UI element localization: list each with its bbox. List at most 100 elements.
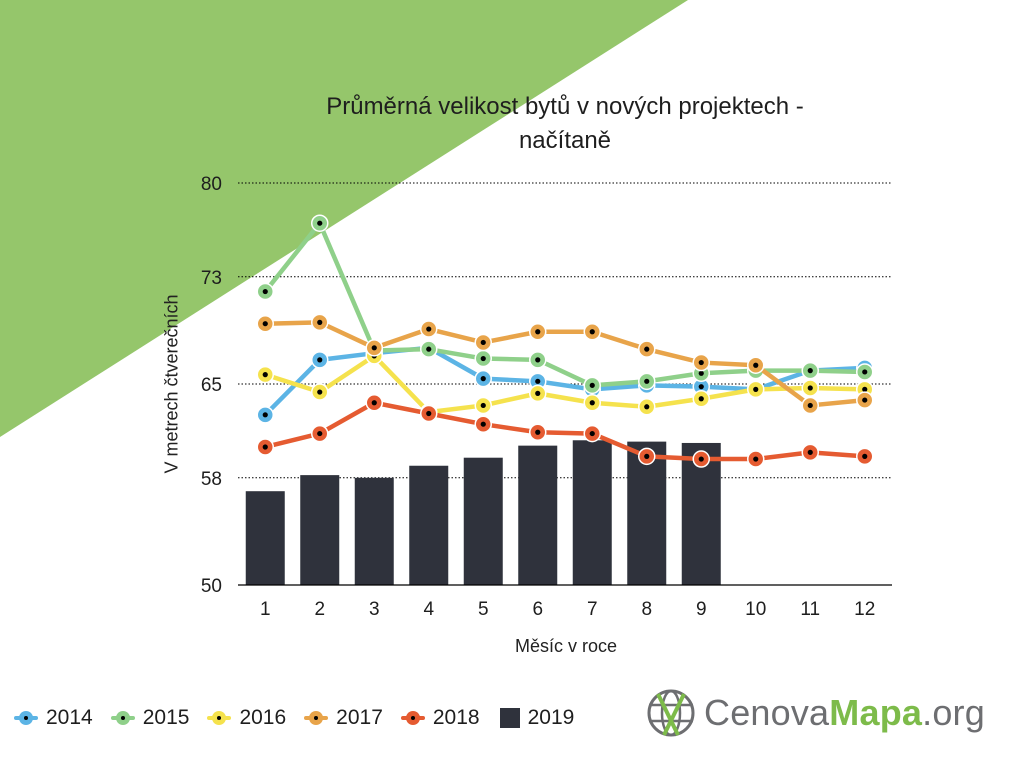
point-dot-2018-6 xyxy=(535,429,541,435)
point-dot-2014-1 xyxy=(262,412,268,418)
series-line-2014 xyxy=(263,345,867,418)
point-dot-2016-2 xyxy=(317,389,323,395)
series-line-2016 xyxy=(263,353,867,415)
point-dot-2016-11 xyxy=(807,385,813,391)
point-dot-2018-8 xyxy=(644,453,650,459)
point-dot-2016-9 xyxy=(698,396,704,402)
bar-2019-8 xyxy=(627,441,667,585)
series-line-2017 xyxy=(263,320,867,408)
legend-line-marker xyxy=(14,711,38,725)
point-dot-2017-12 xyxy=(862,397,868,403)
x-tick-label: 10 xyxy=(745,599,766,620)
point-dot-2016-8 xyxy=(644,404,650,410)
legend-label: 2017 xyxy=(336,706,383,729)
logo-text: CenovaMapa.org xyxy=(704,692,985,734)
legend-label: 2019 xyxy=(527,706,575,729)
point-dot-2016-1 xyxy=(262,372,268,378)
logo-text-org: .org xyxy=(922,692,985,733)
point-dot-2017-8 xyxy=(644,346,650,352)
logo-text-mapa: Mapa xyxy=(829,692,923,733)
point-dot-2017-10 xyxy=(753,362,759,368)
y-tick-label: 80 xyxy=(201,174,222,195)
point-dot-2015-6 xyxy=(535,357,541,363)
point-dot-2015-11 xyxy=(807,368,813,374)
point-dot-2017-5 xyxy=(480,339,486,346)
brand-logo: CenovaMapa.org xyxy=(644,686,985,740)
point-dot-2014-9 xyxy=(698,384,704,390)
point-dot-2015-5 xyxy=(480,355,486,362)
x-tick-label: 2 xyxy=(314,599,325,620)
point-dot-2017-1 xyxy=(262,321,268,327)
point-dot-2017-6 xyxy=(535,329,541,335)
point-dot-2017-7 xyxy=(589,329,595,335)
legend-line-marker xyxy=(400,711,425,725)
point-dot-2014-2 xyxy=(317,357,323,363)
x-tick-label: 9 xyxy=(696,599,707,620)
point-dot-2017-11 xyxy=(807,402,813,409)
x-axis-label: Měsíc v roce xyxy=(514,636,618,656)
point-dot-2015-2 xyxy=(317,220,323,226)
legend-line-marker xyxy=(110,711,135,725)
legend-item-2018: 2018 xyxy=(400,706,480,730)
point-dot-2015-7 xyxy=(589,382,595,388)
bar-2019-6 xyxy=(518,445,558,585)
legend-item-2017: 2017 xyxy=(304,706,383,730)
y-axis-label: V metrech čtverečních xyxy=(161,294,182,474)
point-dot-2014-5 xyxy=(480,376,486,382)
bar-2019-7 xyxy=(572,440,612,585)
legend-item-2014: 2014 xyxy=(14,706,93,730)
bar-2019-4 xyxy=(409,465,449,585)
x-tick-label: 11 xyxy=(800,599,820,620)
legend-label: 2014 xyxy=(46,706,93,729)
y-tick-label: 58 xyxy=(201,469,222,490)
point-dot-2015-9 xyxy=(698,370,704,376)
point-dot-2018-3 xyxy=(371,400,377,406)
legend-line-marker xyxy=(304,711,329,725)
legend-label: 2016 xyxy=(239,706,287,729)
bar-2019-2 xyxy=(300,475,340,585)
point-dot-2016-7 xyxy=(589,400,595,406)
point-dot-2018-5 xyxy=(480,421,486,427)
point-dot-2015-1 xyxy=(262,288,268,295)
logo-text-cenova: Cenova xyxy=(704,692,830,733)
point-dot-2018-11 xyxy=(807,449,813,455)
point-dot-2015-4 xyxy=(426,346,432,352)
point-dot-2017-3 xyxy=(371,345,377,351)
legend-item-2016: 2016 xyxy=(207,706,286,730)
point-dot-2016-10 xyxy=(753,386,759,392)
legend-line-marker xyxy=(207,711,232,725)
x-tick-label: 8 xyxy=(641,599,652,620)
x-tick-label: 12 xyxy=(854,599,875,620)
y-tick-label: 65 xyxy=(201,375,222,396)
point-dot-2018-10 xyxy=(753,456,759,462)
point-dot-2014-6 xyxy=(535,378,541,384)
point-dot-2016-6 xyxy=(535,390,541,396)
legend-label: 2015 xyxy=(142,706,190,729)
chart-title: Průměrná velikost bytů v nových projekte… xyxy=(326,93,804,154)
bar-2019-1 xyxy=(245,491,285,585)
x-tick-label: 4 xyxy=(423,599,434,620)
legend-item-2015: 2015 xyxy=(110,706,190,730)
series-line-2018 xyxy=(263,400,867,462)
legend-bar-swatch xyxy=(499,708,520,728)
y-tick-label: 50 xyxy=(201,576,222,597)
point-dot-2015-12 xyxy=(862,369,868,375)
x-tick-label: 3 xyxy=(369,599,380,620)
point-dot-2016-5 xyxy=(480,402,486,409)
point-dot-2018-9 xyxy=(698,456,704,462)
point-dot-2018-7 xyxy=(589,430,595,437)
globe-grid-icon xyxy=(647,689,695,737)
point-dot-2018-4 xyxy=(426,410,432,417)
point-dot-2017-4 xyxy=(426,326,432,332)
x-tick-label: 6 xyxy=(532,599,543,620)
x-tick-label: 5 xyxy=(478,599,489,620)
point-dot-2017-9 xyxy=(698,359,704,366)
legend: 2014 2015 2016 2017 2018 2019 xyxy=(14,702,592,734)
legend-label: 2018 xyxy=(432,706,480,729)
x-tick-label: 1 xyxy=(260,599,271,620)
point-dot-2015-8 xyxy=(644,378,650,384)
bar-2019-3 xyxy=(354,477,394,585)
x-tick-label: 7 xyxy=(587,599,598,620)
